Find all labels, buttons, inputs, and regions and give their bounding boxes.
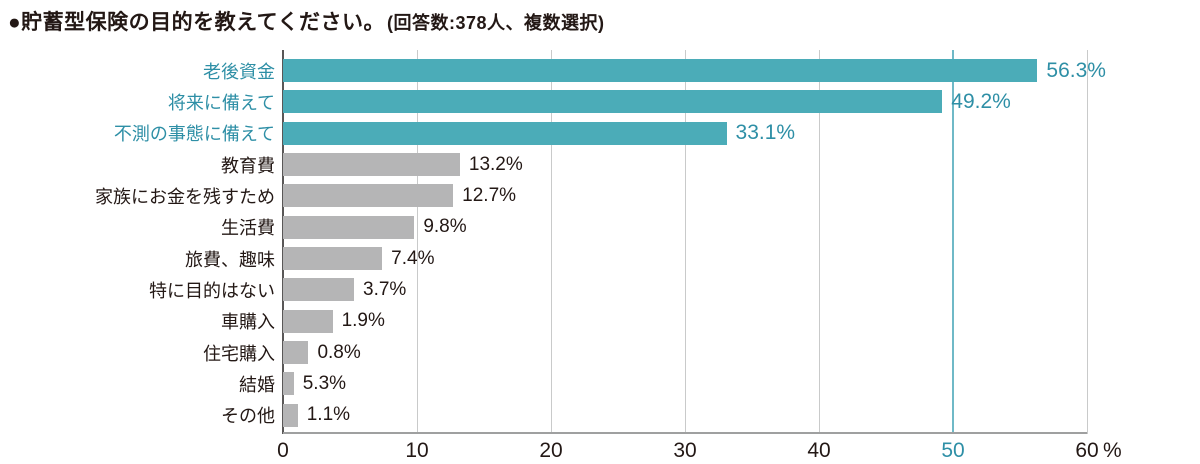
plot-area: 老後資金 56.3% 将来に備えて 49.2% 不測の事態に備えて 33.1% 教育費 13.… [95,50,1122,462]
bar [283,372,294,396]
bar-row: 旅費、趣味 7.4% [185,243,1087,274]
bar-row: その他 1.1% [221,400,1087,431]
category-label: その他 [221,406,275,427]
x-tick-label-20: 20 [539,439,563,462]
bar [283,90,943,114]
bar-row: 生活費 9.8% [221,212,1087,243]
gridline-0 [282,50,284,434]
x-axis-unit-label: % [1103,439,1122,462]
bar-row: 住宅購入 0.8% [203,337,1087,368]
x-tick-label-0: 0 [277,439,289,462]
bar-row: 不測の事態に備えて 33.1% [114,118,1087,149]
value-label: 56.3% [1046,58,1106,82]
bar [283,59,1038,83]
value-label: 1.1% [306,404,351,426]
value-label: 12.7% [462,184,517,206]
gridline-30 [685,50,686,434]
bar-row: 車購入 1.9% [221,306,1087,337]
value-label: 13.2% [468,153,523,175]
value-label: 3.7% [363,278,407,300]
bar [283,247,383,271]
bar [283,278,355,302]
value-label: 49.2% [951,89,1011,113]
x-tick-label-40: 40 [807,439,831,462]
gridline-50 [952,50,954,434]
x-tick-label-30: 30 [673,439,697,462]
bar-row: 将来に備えて 49.2% [168,86,1087,117]
bar [283,309,333,333]
category-label: 結婚 [239,374,275,395]
bar [283,184,454,208]
value-label: 9.8% [423,216,467,238]
category-label: 車購入 [221,312,275,333]
x-axis-baseline [283,432,1087,434]
chart-title-note: (回答数:378人、複数選択) [387,13,605,33]
chart-title-main: ●貯蓄型保険の目的を教えてください。 [8,11,386,34]
x-tick-label-60: 60 [1075,439,1099,462]
x-tick-label-10: 10 [405,439,429,462]
x-axis-ticks: 0 10 20 30 40 50 60% [277,434,1122,462]
bar [283,341,309,365]
category-label: 家族にお金を残すため [95,186,275,207]
category-label: 老後資金 [203,61,275,82]
category-label: 生活費 [221,218,275,239]
category-label: 教育費 [221,155,275,176]
value-label: 1.9% [341,310,385,332]
category-label: 住宅購入 [203,343,275,364]
bar [283,153,460,177]
x-tick-label-50: 50 [941,439,965,462]
category-label: 特に目的はない [149,280,275,301]
value-label: 5.3% [302,372,347,394]
bar-row: 結婚 5.3% [239,368,1087,399]
value-label: 7.4% [391,247,435,269]
bar-row: 老後資金 56.3% [203,55,1106,86]
bar [283,215,415,239]
bar-row: 教育費 13.2% [221,149,1087,180]
chart-title: ●貯蓄型保険の目的を教えてください。 (回答数:378人、複数選択) [8,6,605,36]
bar-row: 特に目的はない 3.7% [149,274,1087,305]
gridline-40 [819,50,820,434]
category-label: 不測の事態に備えて [113,124,275,145]
gridline-60 [1087,50,1088,434]
bar-row: 家族にお金を残すため 12.7% [95,180,1087,211]
bar [283,121,727,145]
value-label: 33.1% [735,121,796,145]
bar-rows: 老後資金 56.3% 将来に備えて 49.2% 不測の事態に備えて 33.1% 教育費 13.… [95,55,1106,431]
gridline-10 [417,50,418,434]
category-label: 将来に備えて [167,92,275,113]
gridline-20 [551,50,552,434]
category-label: 旅費、趣味 [185,249,275,270]
value-label: 0.8% [317,341,361,363]
bar [283,403,298,427]
